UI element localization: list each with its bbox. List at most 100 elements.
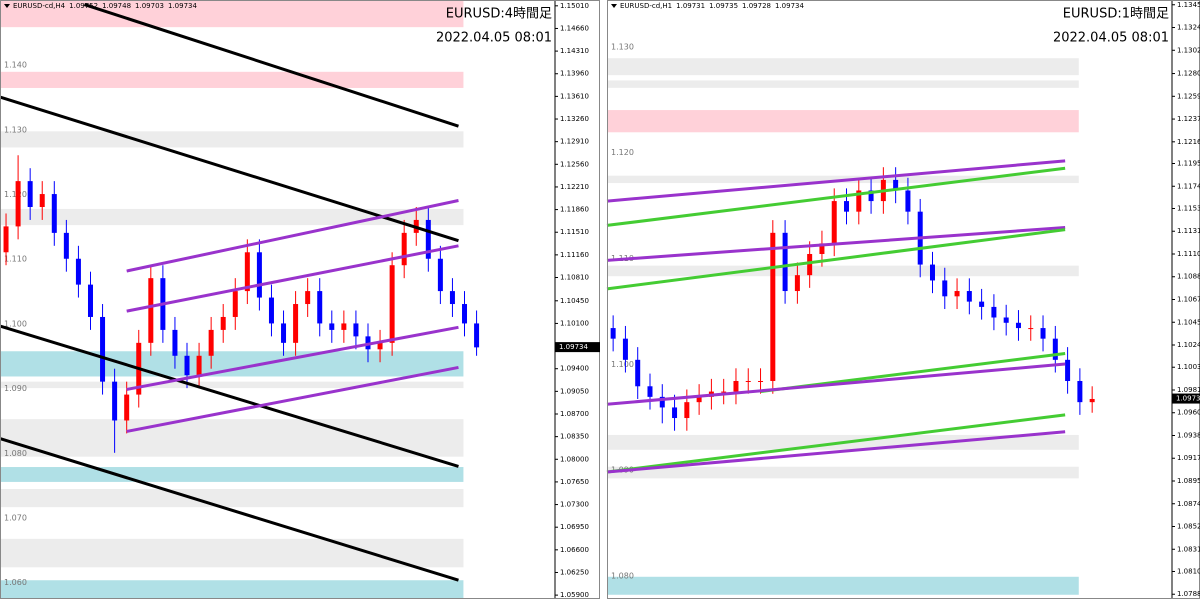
trend-line	[0, 324, 459, 468]
y-tick-label: 1.08700	[560, 410, 589, 418]
y-tick-label: 1.07885	[1177, 590, 1200, 598]
chart-title: EURUSD-cd,H4	[13, 2, 66, 10]
y-tick-label: 1.11860	[560, 206, 589, 214]
y-tick-label: 1.11315	[1177, 227, 1200, 235]
y-tick-label: 1.10810	[560, 274, 589, 282]
y-tick-label: 1.11160	[560, 251, 589, 259]
candle-body	[208, 329, 214, 356]
price-zone	[0, 538, 464, 568]
price-zone	[607, 58, 1079, 76]
candle-body	[610, 328, 616, 339]
candle-body	[51, 194, 57, 233]
header-value: 1.09748	[102, 2, 131, 10]
y-tick-label: 1.13260	[560, 115, 589, 123]
candle-body	[196, 355, 202, 376]
price-zone	[0, 208, 464, 226]
y-tick-label: 1.14660	[560, 24, 589, 32]
y-tick-label: 1.09400	[560, 365, 589, 373]
header-value: 1.09731	[676, 2, 705, 10]
y-tick-label: 1.11510	[560, 228, 589, 236]
candle-body	[474, 323, 480, 348]
axis-panel	[1172, 0, 1200, 599]
candle-body	[807, 253, 813, 276]
annotation: 2022.04.05 08:01	[436, 31, 552, 46]
trend-line	[0, 437, 459, 582]
y-tick-label: 1.05900	[560, 591, 589, 599]
price-zone	[0, 580, 464, 599]
y-tick-label: 1.06250	[560, 568, 589, 576]
y-tick-label: 1.10100	[560, 319, 589, 327]
candle-body	[856, 190, 862, 212]
trend-line	[126, 365, 459, 433]
price-zone	[0, 419, 464, 457]
candle-body	[659, 396, 665, 408]
candle-body	[672, 407, 678, 419]
y-tick-label: 1.13960	[560, 70, 589, 78]
last-price-box	[1172, 393, 1200, 404]
y-tick-label: 1.13455	[1177, 1, 1200, 9]
trend-line	[606, 430, 1066, 474]
trend-line	[606, 413, 1066, 474]
candle-body	[317, 291, 323, 324]
candle-body	[1077, 380, 1083, 403]
y-tick-label: 1.08100	[1177, 567, 1200, 575]
y-tick-label: 1.07650	[560, 478, 589, 486]
candle-body	[745, 380, 751, 382]
candle-body	[1065, 359, 1071, 381]
level-label: 1.140	[4, 61, 27, 70]
trend-line	[83, 3, 459, 128]
header-value: 1.09703	[135, 2, 164, 10]
candle-body	[256, 252, 262, 298]
y-tick-label: 1.12910	[560, 138, 589, 146]
candle-body	[942, 280, 948, 297]
candle-body	[425, 219, 431, 259]
candle-body	[868, 190, 874, 202]
y-tick-label: 1.09600	[1177, 409, 1200, 417]
level-label: 1.060	[4, 578, 27, 587]
level-label: 1.100	[611, 360, 634, 369]
menu-arrow	[611, 4, 617, 8]
candle-body	[172, 329, 178, 356]
level-label: 1.110	[4, 255, 27, 264]
candle-body	[449, 291, 455, 305]
trend-line	[606, 166, 1066, 227]
candle-body	[293, 304, 299, 343]
candle-body	[377, 342, 383, 350]
candle-body	[991, 306, 997, 318]
price-zone	[0, 467, 464, 482]
last-price-box	[555, 342, 600, 353]
candle-body	[437, 258, 443, 292]
candle-body	[148, 278, 154, 343]
y-tick-label: 1.13240	[1177, 24, 1200, 32]
axis-panel	[555, 0, 600, 599]
y-tick-label: 1.12805	[1177, 70, 1200, 78]
y-tick-label: 1.06600	[560, 546, 589, 554]
candle-body	[844, 201, 850, 212]
y-tick-label: 1.10670	[1177, 296, 1200, 304]
price-zone	[0, 131, 464, 148]
y-tick-label: 1.07300	[560, 501, 589, 509]
candle-body	[819, 243, 825, 254]
candle-body	[954, 291, 960, 297]
candle-body	[112, 381, 118, 421]
candle-body	[39, 194, 45, 207]
level-label: 1.080	[611, 572, 634, 581]
header-value: 1.09735	[709, 2, 738, 10]
candle-body	[75, 258, 81, 285]
candle-body	[721, 391, 727, 393]
level-label: 1.070	[4, 513, 27, 522]
y-tick-label: 1.09385	[1177, 431, 1200, 439]
price-zone	[607, 466, 1079, 479]
trend-line	[126, 325, 459, 391]
y-tick-label: 1.11955	[1177, 160, 1200, 168]
candle-body	[462, 304, 468, 324]
level-label: 1.080	[4, 449, 27, 458]
annotation: EURUSD:4時間足	[446, 7, 552, 22]
candle-body	[831, 201, 837, 244]
candle-body	[184, 355, 190, 376]
y-tick-label: 1.12160	[1177, 138, 1200, 146]
candle-body	[1003, 317, 1009, 323]
menu-arrow	[4, 4, 10, 8]
candle-body	[15, 181, 21, 227]
candle-body	[3, 226, 9, 253]
